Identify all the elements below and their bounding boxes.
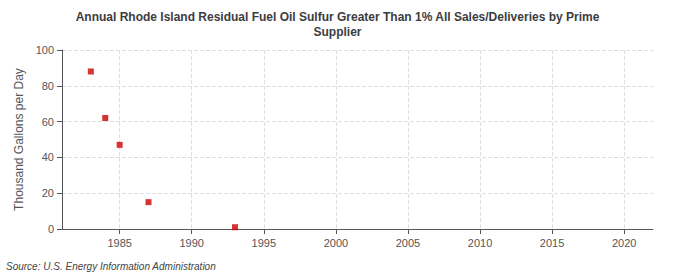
svg-text:2005: 2005 [396,237,420,249]
svg-text:0: 0 [48,223,54,235]
svg-text:80: 80 [42,80,54,92]
svg-text:2010: 2010 [468,237,492,249]
svg-text:2000: 2000 [324,237,348,249]
svg-text:2020: 2020 [612,237,636,249]
svg-text:1995: 1995 [252,237,276,249]
svg-text:20: 20 [42,187,54,199]
svg-text:2015: 2015 [540,237,564,249]
svg-text:60: 60 [42,116,54,128]
svg-text:1990: 1990 [179,237,203,249]
svg-text:100: 100 [36,44,54,56]
svg-text:Thousand Gallons per Day: Thousand Gallons per Day [12,68,26,211]
svg-text:Source: U.S. Energy Informatio: Source: U.S. Energy Information Administ… [6,261,216,272]
svg-text:1985: 1985 [107,237,131,249]
svg-text:40: 40 [42,151,54,163]
svg-text:Supplier: Supplier [313,25,361,39]
svg-text:Annual Rhode Island Residual F: Annual Rhode Island Residual Fuel Oil Su… [76,10,600,24]
